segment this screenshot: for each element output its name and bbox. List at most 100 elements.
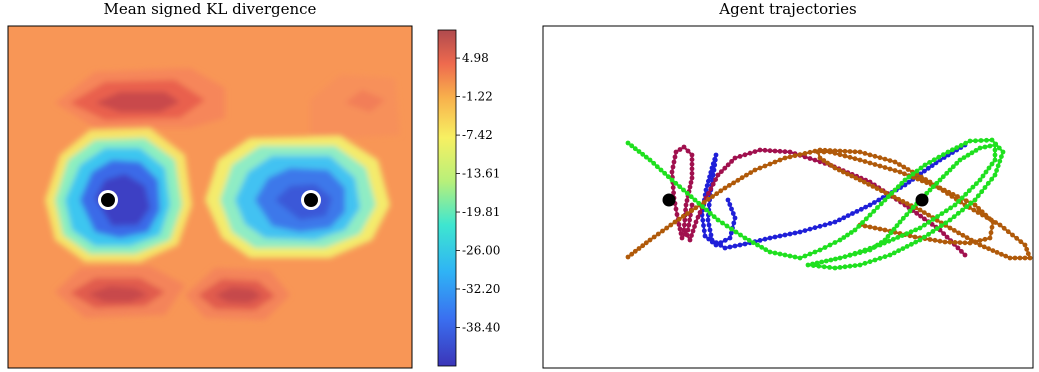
trajectory-point [987, 216, 992, 222]
trajectory-point [882, 197, 888, 203]
trajectory-point [837, 148, 843, 154]
trajectory-point [812, 225, 818, 231]
trajectory-point [841, 215, 847, 221]
trajectory-point [678, 231, 684, 236]
trajectory-point [960, 207, 965, 213]
trajectory-point [797, 229, 803, 235]
trajectory-point [853, 175, 859, 181]
trajectory-point [939, 211, 945, 217]
trajectory-point [850, 211, 855, 216]
trajectory-point [862, 247, 868, 253]
trajectory-point [982, 185, 988, 190]
trajectory-point [889, 190, 895, 196]
trajectory-point [689, 157, 695, 163]
trajectory-point [689, 208, 695, 214]
trajectory-point [822, 222, 828, 228]
top-right-core [345, 90, 385, 112]
trajectory-layer [625, 137, 1033, 271]
trajectories-panel [542, 25, 1034, 369]
trajectory-point [995, 163, 1001, 169]
trajectory-point [956, 199, 961, 204]
trajectory-point [755, 242, 760, 248]
trajectory-point [807, 251, 813, 257]
trajectory-point [852, 263, 858, 268]
trajectory-point [837, 237, 843, 243]
trajectory-point [917, 225, 923, 231]
trajectory-point [904, 231, 910, 237]
trajectory-point [725, 162, 731, 168]
trajectory-point [797, 152, 803, 158]
trajectory-point [722, 237, 728, 243]
left-basin-core [95, 174, 150, 226]
trajectory-point [847, 252, 853, 258]
trajectory-point [832, 240, 838, 245]
trajectory-point [867, 160, 873, 166]
trajectory-point [860, 220, 865, 225]
colorbar-gradient [437, 29, 457, 367]
trajectory-point [867, 202, 873, 208]
trajectory-point [942, 239, 948, 245]
trajectory-point [985, 180, 991, 186]
trajectory-point [870, 184, 876, 189]
trajectory-point [827, 265, 832, 270]
trajectory-point [1001, 225, 1007, 231]
trajectory-point [732, 243, 738, 249]
trajectory-point [629, 251, 635, 257]
trajectory-point [908, 229, 914, 235]
trajectory-point [934, 180, 940, 186]
trajectory-point [632, 248, 638, 254]
trajectory-point [973, 138, 978, 144]
colorbar: 4.98 -1.22 -7.42 -13.61 -19.81 -26.00 -32.20 -3… [437, 29, 500, 367]
top-ridge-core [95, 92, 180, 112]
trajectory-point [684, 190, 690, 196]
trajectory-point [681, 144, 687, 150]
trajectory-point [952, 240, 958, 245]
trajectory-point [732, 155, 738, 161]
trajectory-point [989, 176, 995, 182]
trajectory-point [710, 181, 716, 187]
trajectory-point [832, 150, 838, 156]
trajectory-point [914, 210, 920, 216]
trajectory-point [730, 211, 736, 216]
trajectory-point [833, 256, 838, 262]
heatmap-frame [7, 25, 413, 369]
trajectory-point [817, 159, 823, 165]
trajectory-point [757, 238, 763, 243]
trajectory-point [729, 226, 734, 232]
trajectory-point [727, 244, 733, 250]
trajectory-point [904, 244, 910, 249]
trajectory-point [725, 197, 731, 203]
trajectory-point [689, 202, 695, 208]
trajectory-point [695, 214, 701, 220]
trajectory-point [750, 240, 756, 246]
trajectory-point [934, 226, 940, 232]
trajectory-point [707, 174, 712, 180]
trajectory-point [827, 149, 833, 155]
trajectory-point [1003, 253, 1009, 259]
trajectory-point [999, 251, 1004, 257]
trajectory-point [922, 222, 927, 228]
trajectory-point [842, 153, 848, 159]
trajectory-point [982, 144, 988, 150]
trajectory-point [863, 204, 868, 210]
trajectory-point [817, 155, 823, 161]
trajectory-point [720, 220, 725, 226]
trajectory-point [672, 154, 678, 160]
trajectory-point [777, 157, 783, 163]
trajectory-point [792, 153, 798, 159]
trajectory-point [885, 194, 891, 200]
trajectory-point [875, 205, 880, 210]
trajectory-point [987, 235, 993, 241]
trajectory-point [944, 170, 950, 176]
trajectory-point [951, 214, 957, 220]
trajectory-point [867, 224, 873, 230]
trajectory-point [990, 219, 996, 225]
heatmap-panel [7, 25, 413, 369]
trajectory-point [772, 148, 778, 154]
trajectory-point [1022, 242, 1028, 248]
top-right-bump [310, 75, 400, 140]
trajectory-point [891, 194, 897, 200]
trajectory-point [705, 196, 711, 202]
trajectory-point [632, 146, 638, 152]
trajectory-point [997, 158, 1003, 164]
